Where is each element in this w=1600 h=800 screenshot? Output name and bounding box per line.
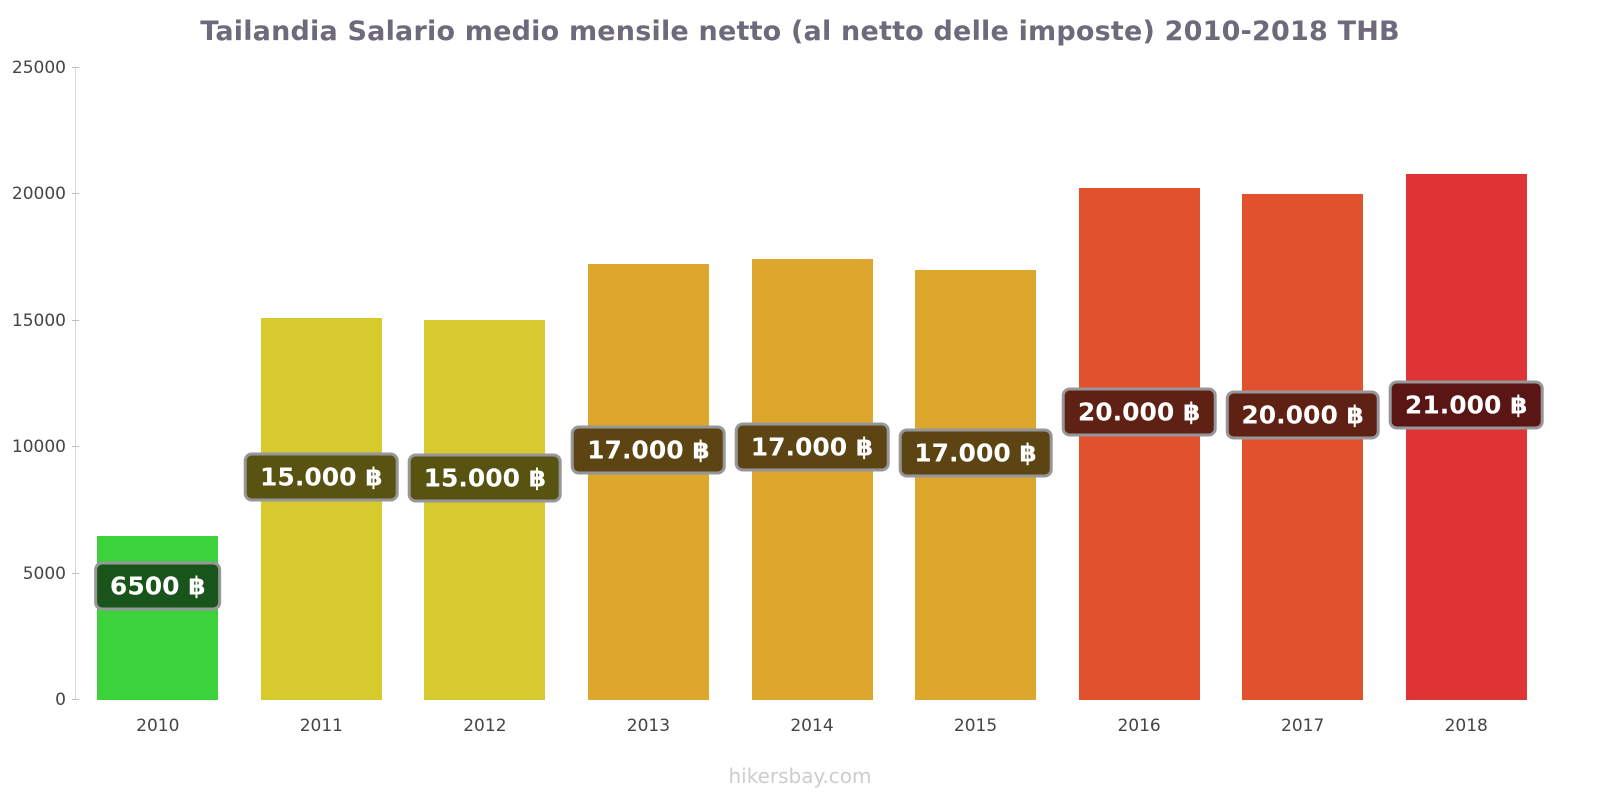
bar-2014[interactable] <box>751 258 873 700</box>
bar-2013[interactable] <box>587 263 709 700</box>
watermark-text: hikersbay.com <box>728 764 872 788</box>
bar-value-label: 21.000 ฿ <box>1388 380 1544 430</box>
bar-value-label: 20.000 ฿ <box>1061 387 1217 437</box>
x-axis-label: 2013 <box>626 716 671 736</box>
x-axis-label: 2017 <box>1281 716 1325 736</box>
x-axis-label: 2014 <box>790 716 834 736</box>
bar-value-label: 17.000 ฿ <box>734 422 890 472</box>
bar-value-label: 17.000 ฿ <box>898 428 1053 478</box>
bar-2015[interactable] <box>915 270 1037 700</box>
y-axis-tick <box>72 67 79 68</box>
y-axis-tick-label: 15000 <box>11 310 66 331</box>
chart-title: Tailandia Salario medio mensile netto (a… <box>200 16 1400 47</box>
x-axis-label: 2010 <box>136 716 180 736</box>
bar-value-label: 15.000 ฿ <box>244 452 399 502</box>
bar-value-label: 15.000 ฿ <box>407 453 563 503</box>
y-axis-tick-label: 20000 <box>11 184 66 205</box>
y-axis-tick <box>72 446 79 448</box>
y-axis-tick-label: 10000 <box>11 437 66 458</box>
y-axis-tick <box>72 699 79 700</box>
y-axis-tick-label: 0 <box>55 690 66 710</box>
x-axis-label: 2011 <box>299 716 343 736</box>
bar-2018[interactable] <box>1405 174 1527 700</box>
x-axis-label: 2016 <box>1117 716 1161 736</box>
y-axis-tick-label: 25000 <box>11 58 66 78</box>
x-axis-label: 2012 <box>463 716 507 736</box>
y-axis-tick <box>72 319 79 321</box>
bar-value-label: 20.000 ฿ <box>1225 390 1380 440</box>
bar-2012[interactable] <box>424 319 546 700</box>
bar-value-label: 6500 ฿ <box>93 561 222 611</box>
bar-value-label: 17.000 ฿ <box>571 425 726 475</box>
x-axis-label: 2018 <box>1444 716 1488 736</box>
y-axis-tick-label: 5000 <box>22 563 66 584</box>
bar-2011[interactable] <box>260 318 382 700</box>
plot-area: 0 5000 10000 15000 20000 25000 6500 ฿ 2010 15.00… <box>12 58 1548 736</box>
y-axis-tick <box>72 572 79 574</box>
y-axis-tick <box>72 193 79 195</box>
bar-2016[interactable] <box>1078 188 1200 700</box>
bar-2017[interactable] <box>1242 194 1364 700</box>
x-axis-label: 2015 <box>953 716 998 736</box>
